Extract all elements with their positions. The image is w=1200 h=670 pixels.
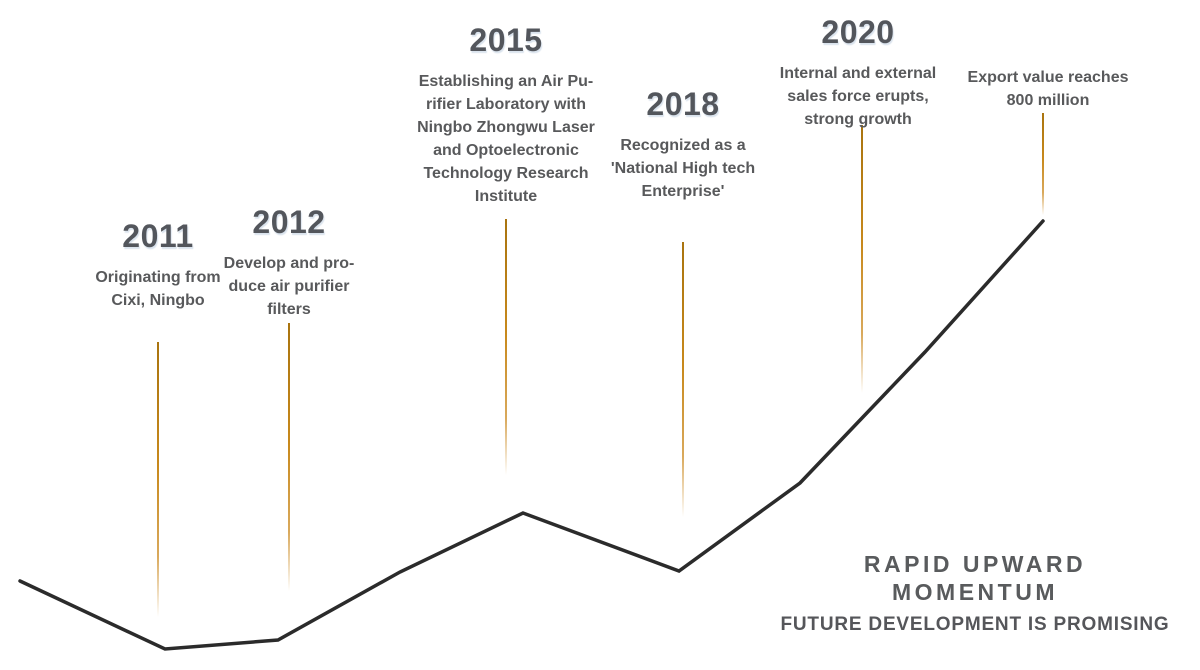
trend-line xyxy=(18,219,1045,651)
milestone-year: 2018 xyxy=(646,86,720,122)
tick-line-2018 xyxy=(682,242,684,517)
tagline-main: RAPID UPWARD MOMENTUM xyxy=(863,551,1087,605)
milestone-year: 2012 xyxy=(252,204,326,240)
milestone-year: 2015 xyxy=(469,22,543,58)
milestone-export-value: Export value reaches 800 million xyxy=(928,66,1168,112)
tick-line-export xyxy=(1042,113,1044,215)
milestone-2018: 2018 Recognized as a 'National High tech… xyxy=(563,86,803,203)
tick-line-2015 xyxy=(505,219,507,475)
tagline-sub: FUTURE DEVELOPMENT IS PROMISING xyxy=(780,614,1170,635)
milestone-2015: 2015 Establishing an Air Pu- rifier Labo… xyxy=(386,22,626,208)
milestone-description: Develop and pro- duce air purifier filte… xyxy=(223,255,355,318)
milestone-year: 2011 xyxy=(122,218,194,254)
tick-line-2020 xyxy=(861,125,863,393)
milestone-description: Export value reaches 800 million xyxy=(967,69,1129,109)
tick-line-2012 xyxy=(288,323,290,591)
milestone-year: 2020 xyxy=(821,14,895,50)
tagline-block: RAPID UPWARD MOMENTUM FUTURE DEVELOPMENT… xyxy=(780,550,1170,636)
milestone-2020: 2020 Internal and external sales force e… xyxy=(738,14,978,131)
milestone-description: Internal and external sales force erupts… xyxy=(779,65,937,128)
tick-line-2011 xyxy=(157,342,159,617)
milestone-description: Originating from Cixi, Ningbo xyxy=(95,269,221,309)
milestone-description: Establishing an Air Pu- rifier Laborator… xyxy=(417,73,595,205)
milestone-description: Recognized as a 'National High tech Ente… xyxy=(610,137,756,200)
milestone-2011: 2011 Originating from Cixi, Ningbo xyxy=(38,218,278,312)
milestone-2012: 2012 Develop and pro- duce air purifier … xyxy=(169,204,409,321)
